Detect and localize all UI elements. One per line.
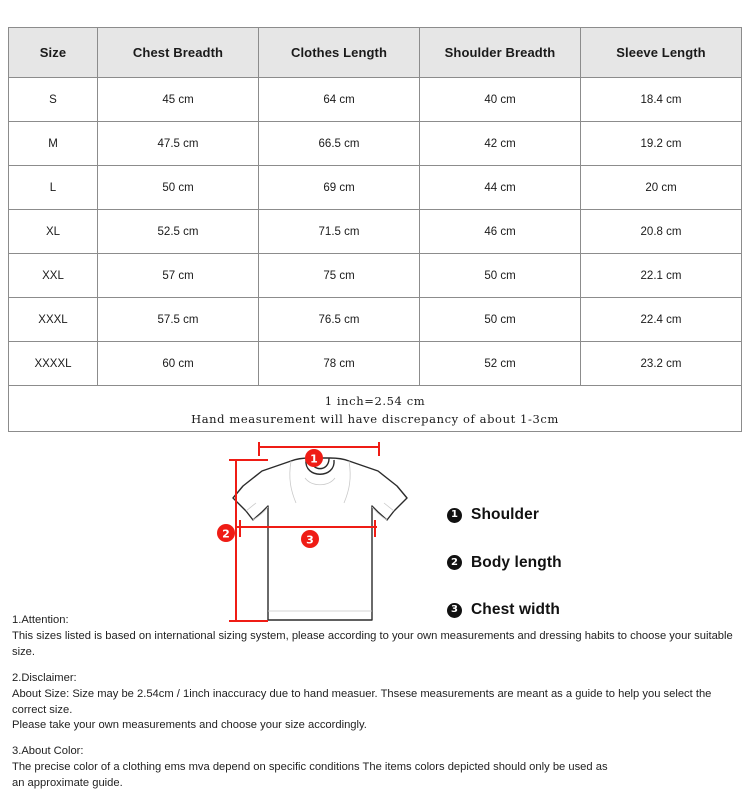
cell-sleeve-length: 18.4 cm <box>580 77 742 122</box>
color-text-1: The precise color of a clothing ems mva … <box>12 761 608 774</box>
cell-shoulder-breadth: 52 cm <box>419 341 581 386</box>
color-heading: 3.About Color: <box>12 745 84 758</box>
measurement-legend: 1 Shoulder 2 Body length 3 Chest width <box>447 503 647 646</box>
size-chart-table: Size Chest Breadth Clothes Length Should… <box>8 27 742 432</box>
disclaimer-heading: 2.Disclaimer: <box>12 671 77 684</box>
disclaimer-notes: 1.Attention: This sizes listed is based … <box>12 613 744 792</box>
table-row: XXXL 57.5 cm 76.5 cm 50 cm 22.4 cm <box>8 297 742 342</box>
cell-clothes-length: 78 cm <box>258 341 420 386</box>
table-row: XXL 57 cm 75 cm 50 cm 22.1 cm <box>8 253 742 298</box>
cell-shoulder-breadth: 40 cm <box>419 77 581 122</box>
notes-spacer-1 <box>12 661 744 671</box>
cell-sleeve-length: 22.1 cm <box>580 253 742 298</box>
svg-text:3: 3 <box>306 534 314 547</box>
legend-badge-2-icon: 2 <box>447 555 462 570</box>
table-row: S 45 cm 64 cm 40 cm 18.4 cm <box>8 77 742 122</box>
conversion-note-cell: 1 inch=2.54 cm Hand measurement will hav… <box>8 385 742 432</box>
cell-size: S <box>8 77 98 122</box>
legend-label-shoulder: Shoulder <box>471 506 539 523</box>
conversion-note-line2: Hand measurement will have discrepancy o… <box>191 411 559 426</box>
cell-shoulder-breadth: 50 cm <box>419 297 581 342</box>
conversion-note-line1: 1 inch=2.54 cm <box>324 393 426 408</box>
cell-chest-breadth: 50 cm <box>97 165 259 210</box>
cell-sleeve-length: 22.4 cm <box>580 297 742 342</box>
table-row: XL 52.5 cm 71.5 cm 46 cm 20.8 cm <box>8 209 742 254</box>
cell-chest-breadth: 45 cm <box>97 77 259 122</box>
cell-size: XXXL <box>8 297 98 342</box>
attention-text: This sizes listed is based on internatio… <box>12 629 733 658</box>
cell-sleeve-length: 19.2 cm <box>580 121 742 166</box>
cell-clothes-length: 64 cm <box>258 77 420 122</box>
disclaimer-text-1: About Size: Size may be 2.54cm / 1inch i… <box>12 687 712 716</box>
table-row: L 50 cm 69 cm 44 cm 20 cm <box>8 165 742 210</box>
cell-clothes-length: 76.5 cm <box>258 297 420 342</box>
tshirt-measurement-diagram: 1 2 3 <box>0 425 750 630</box>
color-text-2: an approximate guide. <box>12 777 123 790</box>
legend-label-body-length: Body length <box>471 553 562 571</box>
table-row: XXXXL 60 cm 78 cm 52 cm 23.2 cm <box>8 341 742 386</box>
cell-sleeve-length: 20.8 cm <box>580 209 742 254</box>
svg-text:1: 1 <box>310 453 318 466</box>
notes-spacer-2 <box>12 734 744 744</box>
legend-item-shoulder: 1 Shoulder <box>447 503 647 527</box>
cell-size: XXL <box>8 253 98 298</box>
shoulder-marker-badge: 1 <box>305 449 323 467</box>
legend-badge-1-icon: 1 <box>447 507 462 523</box>
cell-chest-breadth: 52.5 cm <box>97 209 259 254</box>
cell-shoulder-breadth: 44 cm <box>419 165 581 210</box>
column-header-sleeve-length: Sleeve Length <box>580 27 742 78</box>
cell-clothes-length: 66.5 cm <box>258 121 420 166</box>
column-header-shoulder-breadth: Shoulder Breadth <box>419 27 581 78</box>
legend-label-chest-width: Chest width <box>471 601 560 618</box>
cell-size: XL <box>8 209 98 254</box>
cell-sleeve-length: 23.2 cm <box>580 341 742 386</box>
legend-item-chest-width: 3 Chest width <box>447 598 647 622</box>
disclaimer-text-2: Please take your own measurements and ch… <box>12 719 367 732</box>
chest-width-marker-badge: 3 <box>301 530 319 548</box>
cell-clothes-length: 69 cm <box>258 165 420 210</box>
attention-heading: 1.Attention: <box>12 614 69 626</box>
column-header-clothes-length: Clothes Length <box>258 27 420 78</box>
shoulder-measure-line <box>258 442 380 456</box>
cell-shoulder-breadth: 42 cm <box>419 121 581 166</box>
chest-width-measure-line <box>236 520 377 537</box>
cell-sleeve-length: 20 cm <box>580 165 742 210</box>
tshirt-outline <box>232 457 408 621</box>
body-length-measure-line <box>229 459 268 622</box>
table-header-row: Size Chest Breadth Clothes Length Should… <box>8 27 742 78</box>
cell-shoulder-breadth: 50 cm <box>419 253 581 298</box>
cell-chest-breadth: 57.5 cm <box>97 297 259 342</box>
tshirt-seam-lines <box>245 460 395 612</box>
body-length-marker-badge: 2 <box>217 524 235 542</box>
cell-size: M <box>8 121 98 166</box>
cell-size: L <box>8 165 98 210</box>
cell-chest-breadth: 57 cm <box>97 253 259 298</box>
table-footer-row: 1 inch=2.54 cm Hand measurement will hav… <box>8 385 742 432</box>
svg-text:2: 2 <box>222 528 230 541</box>
cell-shoulder-breadth: 46 cm <box>419 209 581 254</box>
cell-clothes-length: 75 cm <box>258 253 420 298</box>
column-header-size: Size <box>8 27 98 78</box>
table-row: M 47.5 cm 66.5 cm 42 cm 19.2 cm <box>8 121 742 166</box>
cell-clothes-length: 71.5 cm <box>258 209 420 254</box>
legend-item-body-length: 2 Body length <box>447 551 647 575</box>
cell-chest-breadth: 47.5 cm <box>97 121 259 166</box>
column-header-chest-breadth: Chest Breadth <box>97 27 259 78</box>
legend-badge-3-icon: 3 <box>447 602 462 618</box>
cell-chest-breadth: 60 cm <box>97 341 259 386</box>
cell-size: XXXXL <box>8 341 98 386</box>
